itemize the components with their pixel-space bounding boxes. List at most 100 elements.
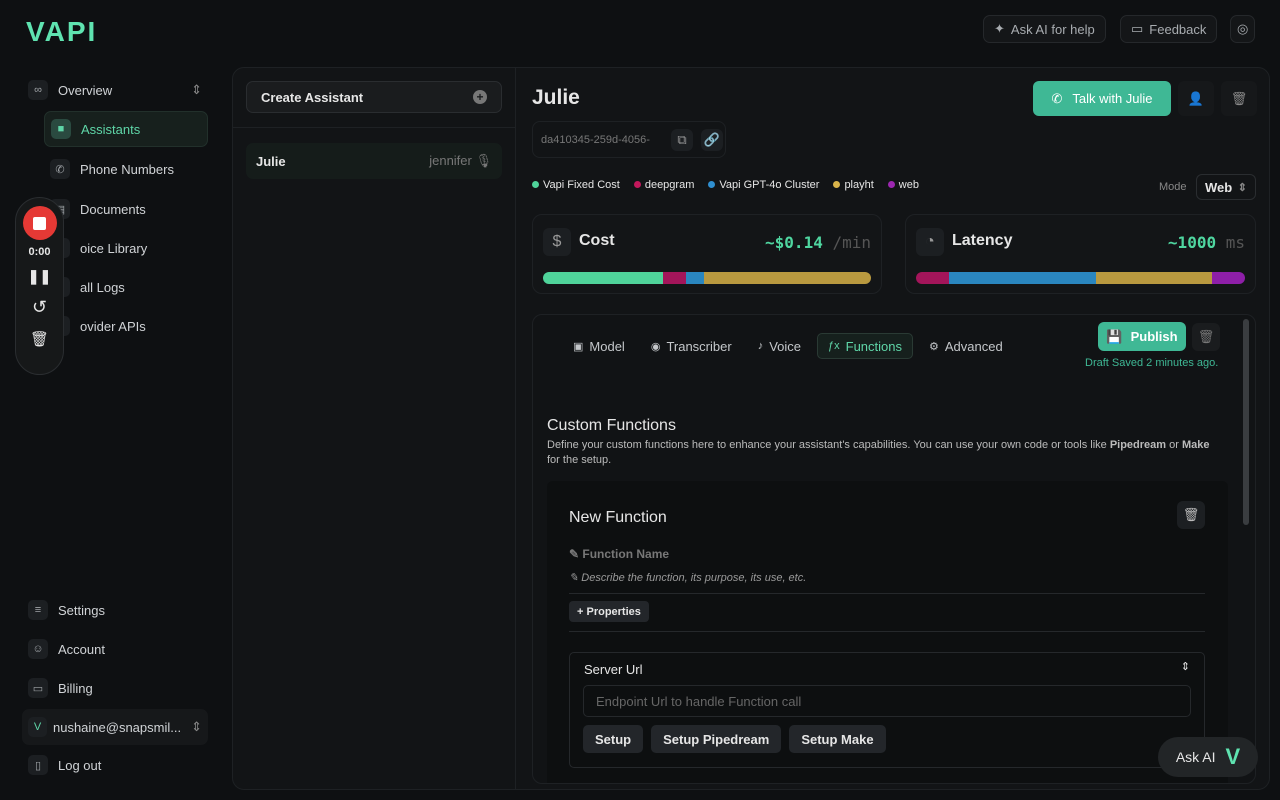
sidebar-item-label: oice Library (80, 240, 148, 256)
sidebar-item-assistants[interactable]: ■ Assistants (44, 111, 208, 147)
list-item[interactable]: Julie jennifer 🎙 (246, 143, 502, 179)
help-button[interactable]: ◎ (1230, 15, 1256, 43)
account-label: Account (58, 641, 105, 657)
mode-select[interactable]: Web ⇕ (1196, 174, 1256, 200)
talk-label: Talk with Julie (1072, 91, 1153, 106)
ask-ai-fab[interactable]: Ask AI V (1158, 737, 1258, 777)
section-title: Custom Functions (547, 417, 676, 434)
billing-label: Billing (58, 680, 93, 696)
user-email: nushaine@snapsmil... (52, 719, 182, 735)
setup-make-button[interactable]: Setup Make (789, 725, 886, 753)
tab-transcriber[interactable]: ◉ Transcriber (641, 333, 742, 359)
voice-icon: ♪ (757, 340, 764, 352)
setup-button[interactable]: Setup (583, 725, 644, 753)
endpoint-url-input[interactable]: Endpoint Url to handle Function call (583, 685, 1191, 717)
feedback-label: Feedback (1149, 21, 1207, 37)
sidebar-overview[interactable]: ∞ Overview ⇕ (22, 72, 208, 108)
divider (569, 631, 1205, 632)
share-user-button[interactable]: 👤 (1178, 81, 1214, 116)
latency-unit: ms (1225, 233, 1245, 252)
server-url-label: Server Url (584, 662, 643, 677)
tab-functions[interactable]: ƒx Functions (817, 333, 914, 359)
stop-record-button[interactable] (22, 206, 57, 240)
desc-text: Define your custom functions here to enh… (547, 439, 1110, 451)
setup-pipedream-button[interactable]: Setup Pipedream (651, 725, 782, 753)
cost-segment (704, 272, 871, 284)
sidebar-billing[interactable]: ▭ Billing (22, 670, 208, 706)
tab-voice[interactable]: ♪ Voice (748, 333, 811, 359)
add-properties-button[interactable]: + Properties (569, 601, 649, 622)
scrollbar[interactable] (1243, 319, 1249, 525)
sidebar-settings[interactable]: ≡ Settings (22, 592, 208, 628)
settings-label: Settings (58, 602, 105, 618)
binoculars-icon: ∞ (28, 80, 48, 100)
function-card: New Function 🗑 ✎ Function Name ✎ Describ… (547, 481, 1228, 783)
logout-button[interactable]: ▯ Log out (22, 747, 208, 783)
latency-segment (916, 272, 949, 284)
function-description-input[interactable]: ✎ Describe the function, its purpose, it… (569, 572, 807, 584)
draft-status: Draft Saved 2 minutes ago. (1085, 357, 1219, 369)
lifebuoy-icon: ◎ (1237, 21, 1249, 36)
transcriber-icon: ◉ (650, 340, 661, 353)
cost-value: ~$0.14 /min (765, 233, 871, 252)
latency-segment (1095, 272, 1213, 284)
user-icon: ☺ (28, 639, 48, 659)
talk-with-button[interactable]: ✆ Talk with Julie (1033, 81, 1171, 116)
cost-legend: Vapi Fixed Cost deepgram Vapi GPT-4o Clust… (532, 179, 919, 191)
delete-function-button[interactable]: 🗑 (1177, 501, 1205, 529)
latency-segment (948, 272, 1096, 284)
tab-model[interactable]: ▣ Model (563, 333, 635, 359)
delete-assistant-button[interactable]: 🗑 (1221, 81, 1257, 116)
link-icon[interactable]: 🔗 (701, 128, 723, 151)
save-icon: 💾 (1106, 328, 1123, 344)
mic-icon: 🎙 (475, 153, 492, 168)
delete-draft-button[interactable]: 🗑 (1192, 323, 1220, 351)
legend-item: web (887, 179, 919, 191)
phone-icon: ✆ (50, 159, 70, 179)
sidebar-item-provider-apis[interactable]: ovider APIs (44, 308, 208, 344)
tab-label: Advanced (944, 338, 1003, 354)
copy-icon[interactable]: ⧉ (671, 128, 693, 151)
legend-label: playht (844, 179, 874, 191)
vapi-v-icon: V (1225, 744, 1241, 769)
restart-button[interactable]: ↺ (31, 297, 48, 317)
sidebar-item-label: Phone Numbers (80, 161, 174, 177)
ask-ai-label: Ask AI for help (1010, 21, 1095, 37)
sidebar-item-label: Assistants (81, 121, 141, 137)
trash-icon[interactable]: 🗑 (29, 331, 50, 348)
tab-label: Functions (845, 338, 903, 354)
create-assistant-button[interactable]: Create Assistant + (246, 81, 502, 113)
section-description: Define your custom functions here to enh… (547, 438, 1217, 468)
tab-label: Transcriber (666, 338, 732, 354)
chevron-updown-icon[interactable]: ⇕ (1180, 661, 1190, 673)
publish-button[interactable]: 💾 Publish (1098, 322, 1186, 351)
feedback-button[interactable]: ▭ Feedback (1120, 15, 1218, 43)
sidebar-item-phone-numbers[interactable]: ✆ Phone Numbers (44, 151, 208, 187)
pause-button[interactable]: ❚❚ (27, 268, 52, 284)
dollar-icon: $ (543, 228, 571, 256)
sidebar-item-documents[interactable]: ▤Documents (44, 191, 208, 227)
tab-bar: ▣ Model ◉ Transcriber ♪ Voice ƒx Functions ⚙ Adva… (563, 333, 1013, 359)
pipedream-text: Pipedream (1109, 439, 1167, 451)
sidebar-item-call-logs[interactable]: all Logs (44, 269, 208, 305)
phone-icon: ✆ (1051, 90, 1063, 106)
function-name-input[interactable]: ✎ Function Name (569, 547, 670, 561)
ask-ai-help-button[interactable]: ✦ Ask AI for help (983, 15, 1106, 43)
latency-title: Latency (952, 232, 1013, 249)
tab-advanced[interactable]: ⚙ Advanced (919, 333, 1013, 359)
mode-label: Mode (1159, 181, 1187, 193)
cost-segment (686, 272, 705, 284)
recorder-timer: 0:00 (28, 246, 51, 258)
latency-segment (1212, 272, 1245, 284)
divider (569, 593, 1205, 594)
legend-label: Vapi GPT-4o Cluster (719, 179, 820, 191)
sidebar-account[interactable]: ☺ Account (22, 631, 208, 667)
legend-item: deepgram (633, 179, 694, 191)
vapi-logo[interactable]: VAPI (26, 16, 98, 47)
publish-label: Publish (1130, 329, 1178, 344)
sidebar-item-voice-library[interactable]: oice Library (44, 230, 208, 266)
legend-dot (532, 181, 539, 188)
gear-icon: ⚙ (929, 340, 939, 353)
legend-label: Vapi Fixed Cost (543, 179, 620, 191)
